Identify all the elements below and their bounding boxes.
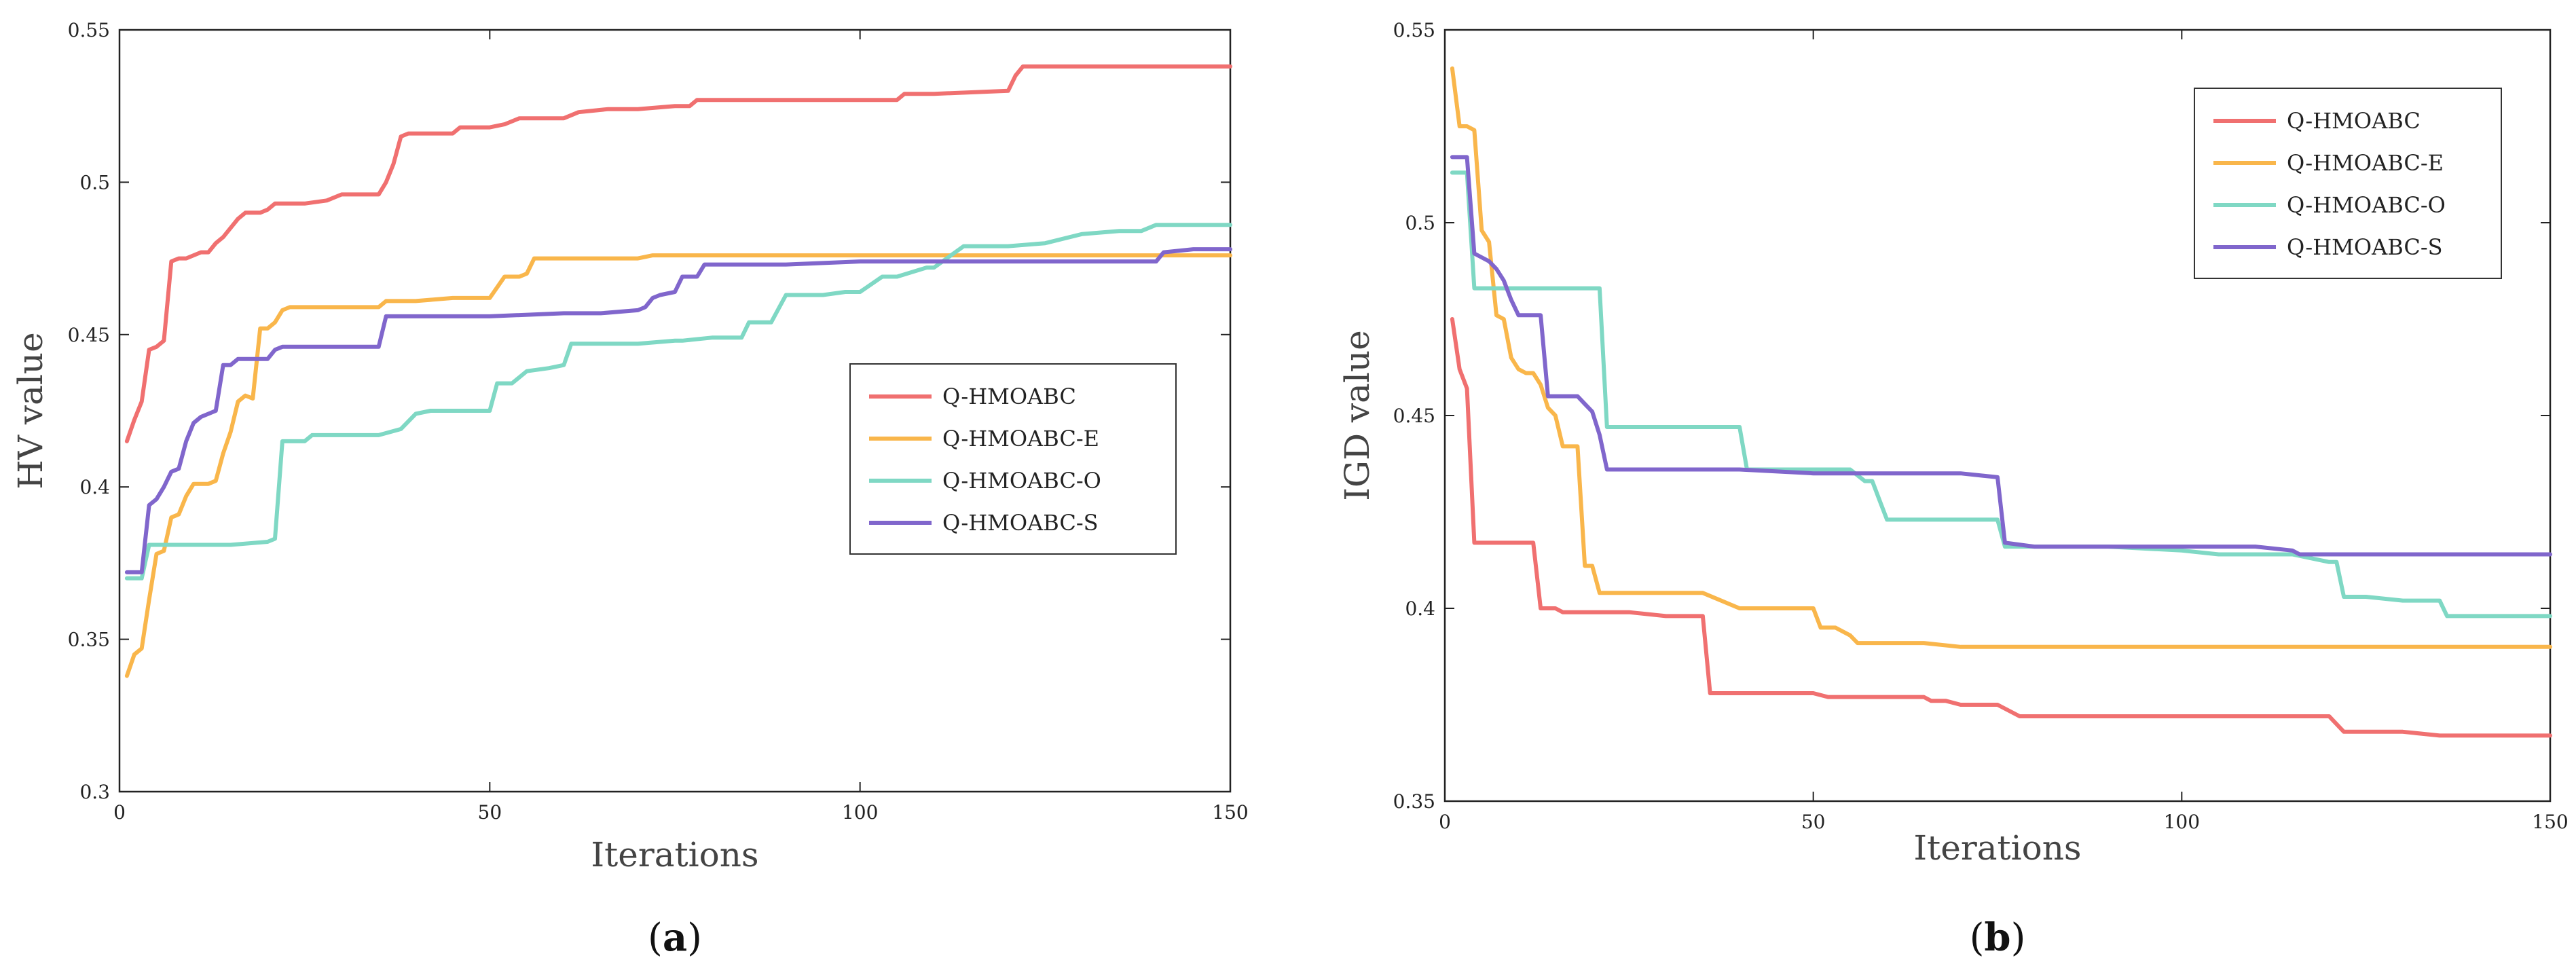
series-group-b xyxy=(1450,66,2552,738)
caption-letter-a: a xyxy=(663,915,687,960)
legend-a: Q-HMOABC Q-HMOABC-E Q-HMOABC-O Q-HMOABC-S xyxy=(849,363,1177,555)
caption-b: (b) xyxy=(1970,915,2026,960)
x-tick-label: 150 xyxy=(2532,811,2568,833)
plot-frame-a xyxy=(118,29,1232,793)
legend-entry: Q-HMOABC xyxy=(942,384,1076,409)
caption-letter-b: b xyxy=(1984,915,2010,960)
legend-entry: Q-HMOABC xyxy=(2287,108,2421,134)
y-axis-label-a: HV value xyxy=(11,332,50,489)
series-line-q-hmoabc-s xyxy=(124,247,1232,574)
ticks-a: 0 50 100 150 0.3 0.35 0.4 0.45 0.5 0.55 xyxy=(68,19,1249,824)
y-tick-label: 0.4 xyxy=(79,476,110,498)
legend-entry: Q-HMOABC-E xyxy=(942,426,1099,451)
y-tick-label: 0.45 xyxy=(68,324,110,346)
y-tick-label: 0.4 xyxy=(1405,597,1435,620)
legend-entry: Q-HMOABC-S xyxy=(942,510,1099,536)
y-tick-label: 0.55 xyxy=(68,19,110,41)
legend-entry: Q-HMOABC-O xyxy=(942,468,1101,494)
x-tick-label: 50 xyxy=(1801,811,1826,833)
series-line-q-hmoabc-e xyxy=(1450,66,2552,649)
x-tick-label: 150 xyxy=(1212,801,1248,824)
y-tick-label: 0.55 xyxy=(1393,19,1435,41)
y-tick-label: 0.35 xyxy=(68,629,110,651)
chart-panel-b: 0 50 100 150 0.35 0.4 0.45 0.5 0.55 Iterations I… xyxy=(1338,19,2569,960)
x-axis-label-b: Iterations xyxy=(1913,828,2081,868)
legend-entry: Q-HMOABC-E xyxy=(2287,150,2444,176)
y-tick-label: 0.3 xyxy=(79,781,110,803)
series-line-q-hmoabc-s xyxy=(1450,155,2552,557)
y-axis-label-b: IGD value xyxy=(1338,330,1377,501)
y-tick-label: 0.35 xyxy=(1393,790,1435,813)
chart-panel-a: 0 50 100 150 0.3 0.35 0.4 0.45 0.5 0.55 Iteration… xyxy=(11,19,1249,960)
y-tick-label: 0.45 xyxy=(1393,405,1435,427)
caption-a: (a) xyxy=(648,915,702,960)
series-line-q-hmoabc-o xyxy=(1450,170,2552,619)
y-tick-label: 0.5 xyxy=(1405,212,1435,234)
series-line-q-hmoabc xyxy=(1450,317,2552,738)
series-line-q-hmoabc-o xyxy=(124,223,1232,580)
series-line-q-hmoabc-e xyxy=(124,253,1232,678)
legend-entry: Q-HMOABC-O xyxy=(2287,192,2446,218)
x-axis-label-a: Iterations xyxy=(591,835,758,874)
x-tick-label: 100 xyxy=(2164,811,2200,833)
series-group-a xyxy=(124,64,1232,678)
x-tick-label: 50 xyxy=(478,801,502,824)
x-tick-label: 100 xyxy=(842,801,878,824)
ticks-b: 0 50 100 150 0.35 0.4 0.45 0.5 0.55 xyxy=(1393,19,2569,833)
legend-entry: Q-HMOABC-S xyxy=(2287,234,2443,260)
x-tick-label: 0 xyxy=(1439,811,1451,833)
y-tick-label: 0.5 xyxy=(79,171,110,193)
legend-b: Q-HMOABC Q-HMOABC-E Q-HMOABC-O Q-HMOABC-S xyxy=(2194,88,2502,279)
x-tick-label: 0 xyxy=(113,801,126,824)
series-line-q-hmoabc xyxy=(124,64,1232,443)
